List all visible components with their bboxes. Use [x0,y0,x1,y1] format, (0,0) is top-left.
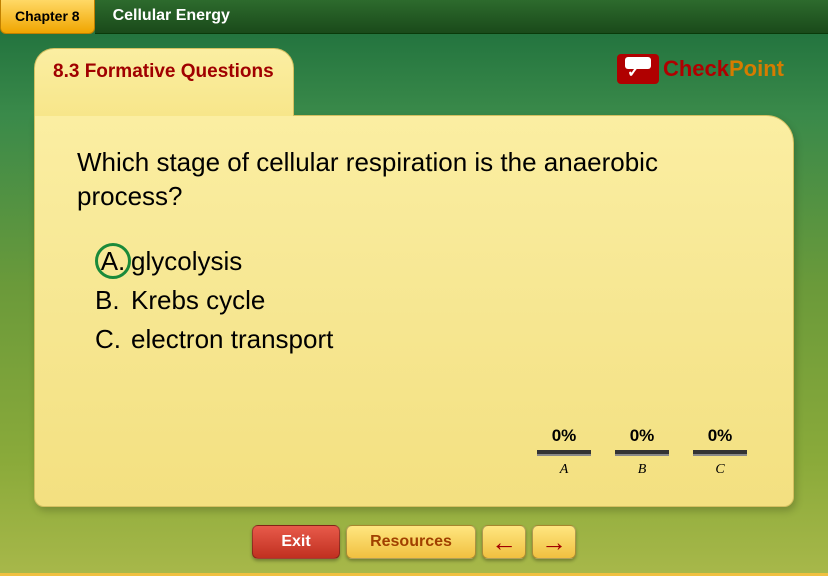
option-b[interactable]: B. Krebs cycle [95,281,751,320]
top-bar: Chapter 8 Cellular Energy [0,0,828,34]
forward-button[interactable]: → [532,525,576,559]
option-text-b: Krebs cycle [131,281,265,320]
checkpoint-icon [617,54,659,84]
bottom-nav: Exit Resources ← → [0,511,828,573]
checkpoint-point: Point [729,56,784,81]
poll-label-a: A [537,462,591,478]
chapter-title: Cellular Energy [95,0,828,34]
option-text-c: electron transport [131,320,333,359]
poll-pct-a: 0% [537,426,591,446]
option-letter-c: C. [95,320,131,359]
poll-item-a: 0% A [537,426,591,478]
question-card: Which stage of cellular respiration is t… [34,115,794,507]
back-button[interactable]: ← [482,525,526,559]
resources-button[interactable]: Resources [346,525,476,559]
poll-label-b: B [615,462,669,478]
chapter-tab: Chapter 8 [0,0,95,34]
section-heading: 8.3 Formative Questions [53,61,275,84]
exit-button[interactable]: Exit [252,525,340,559]
option-letter-a: A. [95,243,131,279]
poll-pct-b: 0% [615,426,669,446]
checkpoint-logo: CheckPoint [617,54,784,84]
checkpoint-text: CheckPoint [663,56,784,82]
poll-pct-c: 0% [693,426,747,446]
poll-item-b: 0% B [615,426,669,478]
poll-bar-b [615,450,669,456]
options-list: A. glycolysis B. Krebs cycle C. electron… [95,242,751,359]
poll-bar-c [693,450,747,456]
content-container: 8.3 Formative Questions CheckPoint Which… [34,48,794,507]
option-a[interactable]: A. glycolysis [95,242,751,281]
option-letter-b: B. [95,281,131,320]
option-text-a: glycolysis [131,242,242,281]
poll-item-c: 0% C [693,426,747,478]
poll-bar-a [537,450,591,456]
checkpoint-check: Check [663,56,729,81]
section-tab: 8.3 Formative Questions [34,48,294,116]
poll-label-c: C [693,462,747,478]
poll-chart: 0% A 0% B 0% C [537,426,747,478]
question-text: Which stage of cellular respiration is t… [77,146,751,214]
option-c[interactable]: C. electron transport [95,320,751,359]
